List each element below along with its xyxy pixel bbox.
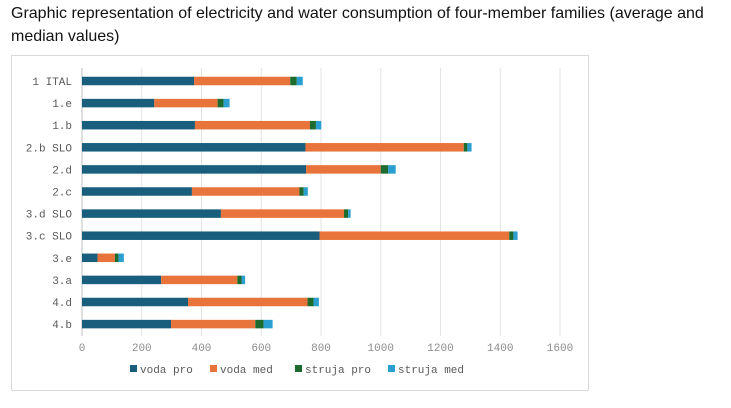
- bar-segment: [263, 319, 273, 329]
- bar-segment: [299, 187, 304, 196]
- category-label: 3.c SLO: [26, 232, 73, 244]
- bar-segment: [82, 143, 306, 152]
- bar-segment: [344, 209, 349, 218]
- bar-segment: [307, 297, 314, 307]
- bar-segment: [161, 275, 238, 285]
- bar-segment: [191, 187, 300, 196]
- legend-label: voda med: [220, 365, 273, 377]
- bar-segment: [82, 275, 162, 285]
- bar-segment: [194, 120, 310, 130]
- legend-label: struja med: [398, 365, 464, 377]
- x-tick-label: 0: [79, 343, 86, 355]
- category-label: 2.b SLO: [26, 143, 73, 155]
- category-label: 1.e: [52, 99, 72, 111]
- bar-segment: [118, 253, 124, 263]
- x-tick-label: 1000: [368, 343, 394, 355]
- x-tick-label: 1400: [487, 343, 513, 355]
- legend-swatch: [388, 365, 395, 372]
- bar-segment: [97, 253, 115, 263]
- category-label: 4.d: [52, 298, 72, 310]
- category-label: 2.c: [52, 188, 72, 200]
- bar-segment: [315, 120, 322, 130]
- x-tick-label: 800: [311, 343, 331, 355]
- bar-segment: [194, 76, 291, 86]
- bars-layer: [82, 76, 518, 329]
- bar-segment: [380, 165, 389, 174]
- bar-segment: [82, 120, 195, 130]
- bar-segment: [82, 187, 192, 196]
- bar-segment: [82, 297, 189, 307]
- bar-segment: [509, 231, 514, 240]
- bar-segment: [296, 76, 303, 86]
- bar-segment: [82, 165, 307, 174]
- legend-label: voda pro: [140, 365, 193, 377]
- bar-segment: [171, 319, 256, 329]
- stacked-bar-chart: 1 ITAL 1.e 1.b 2.b SLO 2.d 2.c 3.d SLO 3.c SLO 3…: [26, 68, 574, 377]
- bar-segment: [255, 319, 264, 329]
- bar-segment: [306, 165, 381, 174]
- category-label: 1.b: [52, 121, 72, 133]
- bar-segment: [82, 319, 172, 329]
- x-tick-label: 400: [192, 343, 212, 355]
- chart-heading: Graphic representation of electricity an…: [11, 5, 704, 45]
- x-tick-label: 1600: [547, 343, 573, 355]
- x-tick-label: 600: [251, 343, 271, 355]
- bar-segment: [467, 143, 472, 152]
- bar-segment: [82, 76, 195, 86]
- bar-segment: [348, 209, 351, 218]
- bar-segment: [305, 143, 464, 152]
- bar-segment: [82, 253, 98, 263]
- bar-segment: [309, 120, 316, 130]
- legend: voda pro voda med struja pro struja med: [130, 365, 464, 377]
- bar-segment: [290, 76, 297, 86]
- legend-swatch: [130, 365, 137, 372]
- category-label: 3.e: [52, 254, 72, 266]
- x-tick-labels: 0 200 400 600 800 1000 1200 1400 1600: [79, 343, 574, 355]
- category-label: 2.d: [52, 165, 72, 177]
- bar-segment: [82, 98, 155, 108]
- bar-segment: [220, 209, 345, 218]
- bar-segment: [513, 231, 518, 240]
- bar-segment: [463, 143, 468, 152]
- grid-layer: [81, 68, 561, 336]
- x-tick-label: 200: [132, 343, 152, 355]
- bar-segment: [237, 275, 242, 285]
- bar-segment: [388, 165, 396, 174]
- bar-segment: [188, 297, 308, 307]
- x-tick-label: 1200: [427, 343, 453, 355]
- category-label: 3.a: [52, 276, 72, 288]
- chart-frame: 1 ITAL 1.e 1.b 2.b SLO 2.d 2.c 3.d SLO 3.c SLO 3…: [11, 55, 589, 391]
- category-label: 3.d SLO: [26, 210, 73, 222]
- bar-segment: [154, 98, 218, 108]
- bar-segment: [319, 231, 510, 240]
- legend-swatch: [210, 365, 217, 372]
- category-labels: 1 ITAL 1.e 1.b 2.b SLO 2.d 2.c 3.d SLO 3.c SLO 3…: [26, 77, 73, 332]
- legend-label: struja pro: [305, 365, 371, 377]
- bar-segment: [217, 98, 224, 108]
- bar-segment: [82, 231, 320, 240]
- bar-segment: [241, 275, 246, 285]
- bar-segment: [223, 98, 230, 108]
- bar-segment: [303, 187, 308, 196]
- category-label: 4.b: [52, 320, 72, 332]
- bar-segment: [82, 209, 221, 218]
- legend-swatch: [295, 365, 302, 372]
- bar-segment: [114, 253, 119, 263]
- bar-segment: [313, 297, 319, 307]
- category-label: 1 ITAL: [32, 77, 72, 89]
